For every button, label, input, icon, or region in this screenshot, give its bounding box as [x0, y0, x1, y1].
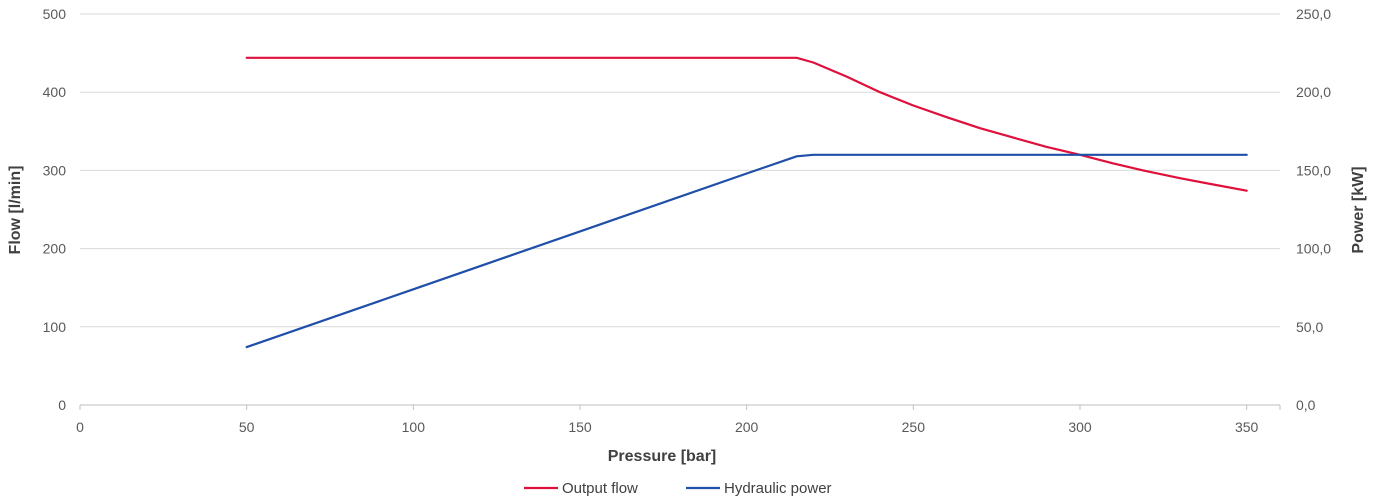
x-tick-label: 0 [76, 419, 84, 435]
x-tick-label: 350 [1235, 419, 1259, 435]
y2-axis-title: Power [kW] [1350, 166, 1367, 253]
x-tick-label: 250 [902, 419, 926, 435]
x-tick-label: 100 [402, 419, 426, 435]
y-tick-label: 200 [43, 241, 67, 257]
x-tick-label: 300 [1068, 419, 1092, 435]
series-line-output-flow [245, 56, 1248, 192]
legend-label-hydraulic-power: Hydraulic power [724, 480, 832, 497]
x-tick-label: 50 [239, 419, 255, 435]
legend: Output flow Hydraulic power [524, 480, 832, 497]
series-line-hydraulic-power [245, 153, 1248, 349]
y2-tick-label: 200,0 [1296, 84, 1331, 100]
tick-labels: 01002003004005000,050,0100,0150,0200,025… [43, 6, 1332, 435]
legend-label-output-flow: Output flow [562, 480, 638, 497]
grid [80, 13, 1280, 328]
x-tick-label: 200 [735, 419, 759, 435]
y2-tick-label: 0,0 [1296, 397, 1316, 413]
y-tick-label: 300 [43, 162, 67, 178]
y-axis-title: Flow [l/min] [7, 166, 24, 255]
x-tick-label: 150 [568, 419, 592, 435]
axes [79, 404, 1281, 410]
y-tick-label: 100 [43, 319, 67, 335]
y-tick-label: 0 [58, 397, 66, 413]
series [245, 56, 1248, 349]
x-axis-title: Pressure [bar] [608, 448, 717, 465]
y2-tick-label: 250,0 [1296, 6, 1331, 22]
y-tick-label: 500 [43, 6, 67, 22]
y-tick-label: 400 [43, 84, 67, 100]
y2-tick-label: 50,0 [1296, 319, 1323, 335]
y2-tick-label: 150,0 [1296, 162, 1331, 178]
y2-tick-label: 100,0 [1296, 241, 1331, 257]
